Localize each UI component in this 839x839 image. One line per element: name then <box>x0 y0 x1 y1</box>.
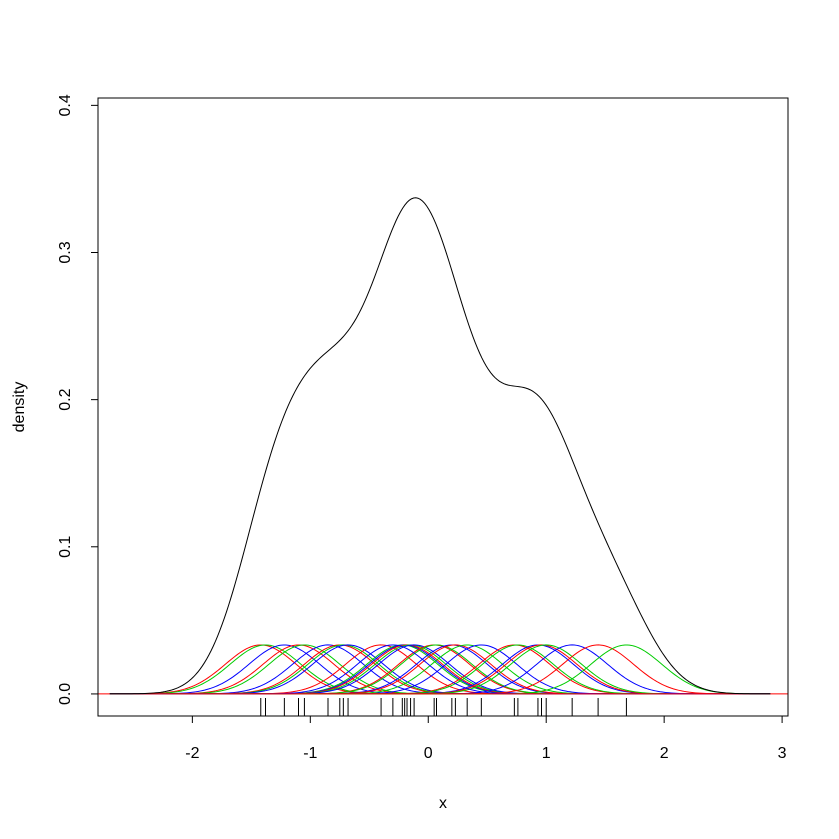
y-tick-label: 0.4 <box>57 94 74 116</box>
x-axis-title: x <box>439 795 447 812</box>
x-tick-label: 3 <box>778 745 787 762</box>
x-tick-label: 2 <box>660 745 669 762</box>
x-tick-label: -1 <box>303 745 317 762</box>
y-axis-title: density <box>11 382 28 433</box>
y-axis: 0.0 0.1 0.2 0.3 0.4 <box>57 94 99 705</box>
x-tick-label: -2 <box>185 745 199 762</box>
x-tick-label: 0 <box>424 745 433 762</box>
y-tick-label: 0.0 <box>57 683 74 705</box>
density-curve <box>109 197 771 695</box>
y-tick-label: 0.1 <box>57 536 74 558</box>
y-tick-label: 0.2 <box>57 388 74 410</box>
x-axis: -2 -1 0 1 2 3 <box>185 716 787 762</box>
y-tick-label: 0.3 <box>57 241 74 263</box>
x-tick-label: 1 <box>542 745 551 762</box>
rug-marks <box>260 698 627 716</box>
